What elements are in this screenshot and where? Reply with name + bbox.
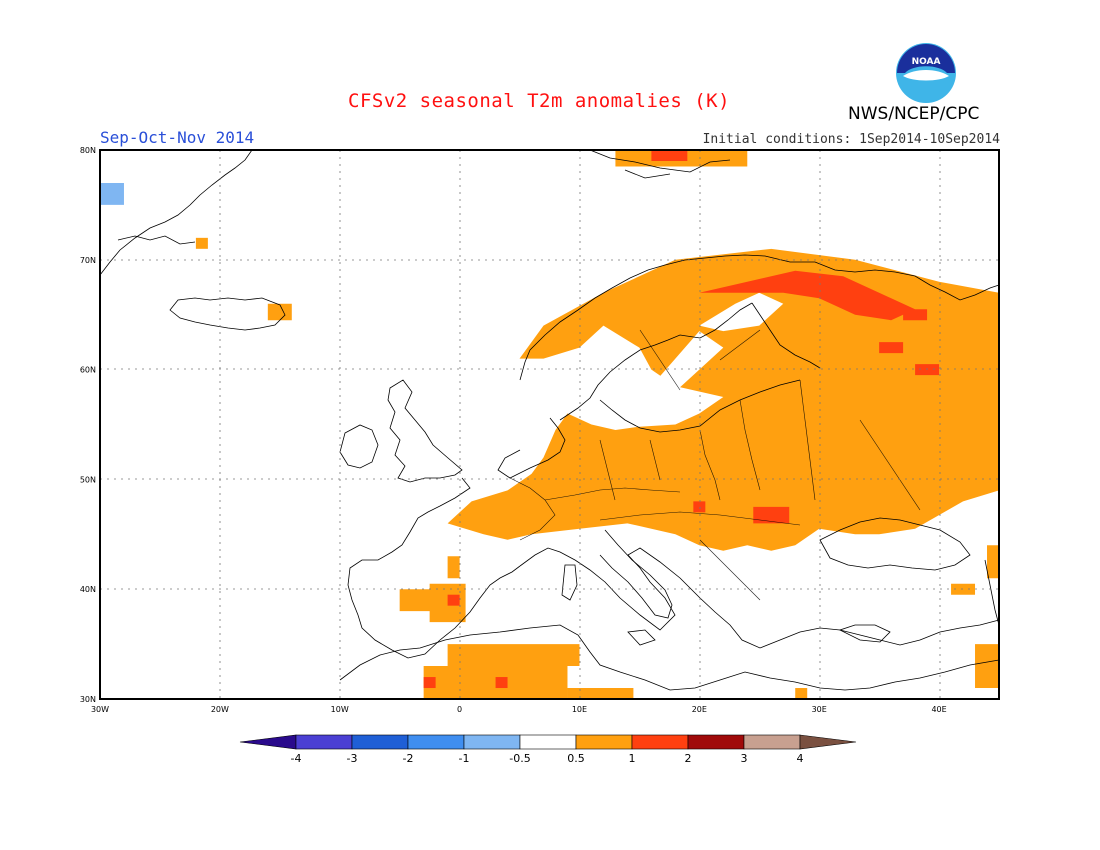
lon-tick-label: 20E	[692, 705, 707, 714]
anomaly-region-warm-strong	[903, 309, 928, 321]
anomaly-region-warm-strong	[447, 594, 460, 606]
colorbar-label: 3	[741, 752, 748, 765]
lat-tick-label: 70N	[80, 256, 96, 265]
anomaly-region-warm-strong	[423, 677, 436, 689]
lat-tick-label: 60N	[80, 366, 96, 375]
anomaly-region-warm-strong	[753, 506, 790, 524]
colorbar-segment	[351, 734, 409, 750]
anomaly-region-warm	[267, 303, 292, 321]
anomaly-region-neutral	[699, 292, 784, 332]
colorbar-segment	[687, 734, 745, 750]
anomaly-region-warm	[951, 583, 976, 595]
initial-conditions-label: Initial conditions: 1Sep2014-10Sep2014	[702, 132, 1000, 147]
anomaly-region-warm	[195, 237, 208, 249]
lat-tick-label: 30N	[80, 695, 96, 704]
lat-tick-label: 50N	[80, 475, 96, 484]
colorbar-label: -3	[347, 752, 358, 765]
colorbar: -4 -3 -2 -1 -0.5 0.5 1 2 3 4	[239, 734, 857, 765]
lon-tick-label: 30E	[812, 705, 827, 714]
anomaly-region-warm	[987, 545, 999, 579]
colorbar-label: -0.5	[509, 752, 530, 765]
colorbar-segment	[519, 734, 577, 750]
anomaly-region-cool	[100, 182, 124, 205]
coastlines	[99, 149, 1000, 691]
anomaly-region-warm	[567, 688, 634, 699]
colorbar-label: 2	[685, 752, 692, 765]
svg-text:NOAA: NOAA	[912, 57, 941, 67]
borders	[509, 329, 921, 601]
colorbar-label: 0.5	[567, 752, 585, 765]
lon-tick-label: 10W	[331, 705, 349, 714]
graticule	[100, 150, 999, 699]
colorbar-segment	[631, 734, 689, 750]
colorbar-label: -2	[403, 752, 414, 765]
anomaly-region-warm-strong	[495, 677, 508, 689]
anomaly-region-warm	[447, 248, 999, 551]
colorbar-segment	[295, 734, 353, 750]
anomaly-region-warm	[447, 556, 460, 579]
colorbar-label: -1	[459, 752, 470, 765]
colorbar-segment	[463, 734, 521, 750]
anomaly-region-warm	[447, 644, 580, 667]
season-label: Sep-Oct-Nov 2014	[100, 128, 255, 147]
lat-tick-label: 80N	[80, 146, 96, 155]
anomaly-region-warm-strong	[651, 150, 688, 161]
lon-tick-label: 0	[457, 705, 462, 714]
colorbar-label: -4	[291, 752, 302, 765]
longitude-labels: 30W 20W 10W 0 10E 20E 30E 40E	[91, 705, 947, 714]
lon-tick-label: 10E	[572, 705, 587, 714]
latitude-labels: 30N 40N 50N 60N 70N 80N	[80, 146, 96, 704]
lon-tick-label: 40E	[931, 705, 946, 714]
colorbar-segment	[743, 734, 801, 750]
map-title: CFSv2 seasonal T2m anomalies (K)	[348, 90, 731, 112]
anomaly-region-warm	[975, 644, 999, 689]
lon-tick-label: 30W	[91, 705, 109, 714]
map-frame	[99, 149, 1000, 700]
colorbar-label: 1	[629, 752, 636, 765]
anomaly-region-neutral	[615, 331, 724, 414]
colorbar-segment	[407, 734, 465, 750]
anomaly-region-warm	[795, 688, 808, 699]
anomaly-region-warm-strong	[693, 501, 706, 513]
anomaly-region-warm-strong	[699, 270, 916, 321]
anomaly-region-warm-strong	[915, 364, 940, 376]
colorbar-label: 4	[797, 752, 804, 765]
noaa-logo-icon: NOAA	[896, 43, 956, 103]
anomaly-region-warm-strong	[879, 342, 904, 354]
colorbar-segment	[799, 734, 857, 750]
colorbar-segment	[239, 734, 297, 750]
agency-label: NWS/NCEP/CPC	[848, 104, 980, 124]
colorbar-segment	[575, 734, 633, 750]
lat-tick-label: 40N	[80, 585, 96, 594]
anomaly-region-warm	[399, 589, 436, 612]
lon-tick-label: 20W	[211, 705, 229, 714]
